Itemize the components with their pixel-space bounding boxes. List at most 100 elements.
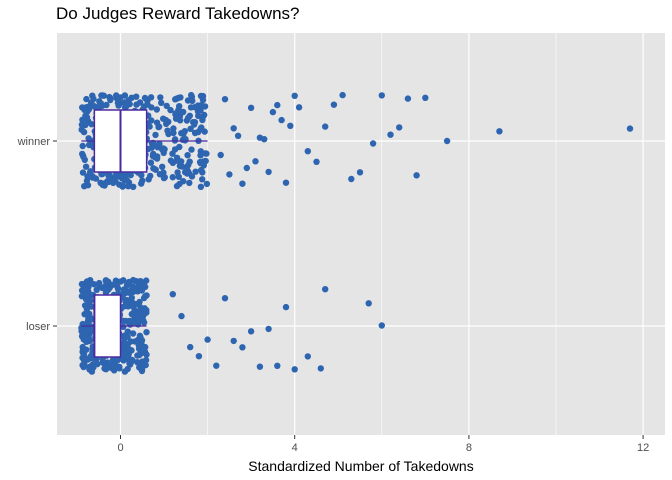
data-point (129, 302, 136, 309)
data-point (84, 182, 92, 189)
data-point (197, 92, 205, 100)
data-point (121, 104, 129, 111)
data-point (83, 95, 90, 103)
data-point (274, 362, 281, 369)
data-point (109, 356, 117, 363)
data-point (156, 140, 163, 147)
data-point (176, 117, 184, 124)
data-point (317, 365, 324, 372)
data-point (82, 163, 90, 170)
data-point (141, 348, 149, 355)
data-point (199, 176, 206, 183)
plot-panel (57, 33, 665, 435)
data-point (161, 174, 168, 181)
data-point (127, 338, 134, 345)
data-point (247, 104, 255, 112)
data-point (147, 94, 155, 101)
data-point (90, 364, 97, 371)
x-axis-title: Standardized Number of Takedowns (248, 458, 473, 474)
data-point (147, 172, 154, 180)
data-point (133, 93, 140, 100)
data-point (265, 168, 272, 176)
data-point (226, 171, 233, 178)
data-point (170, 129, 177, 137)
data-point (191, 119, 199, 126)
data-point (178, 158, 185, 165)
data-point (234, 132, 242, 139)
data-point (188, 91, 195, 99)
data-point (199, 169, 206, 176)
data-point (274, 101, 281, 109)
data-point (82, 326, 90, 334)
data-point (203, 180, 211, 188)
data-point (126, 317, 133, 325)
data-point (230, 337, 237, 345)
data-point (140, 317, 147, 324)
data-point (85, 301, 92, 308)
data-point (79, 169, 87, 176)
data-point (626, 125, 634, 132)
data-point (169, 174, 176, 181)
data-point (120, 357, 127, 364)
data-point (136, 364, 144, 371)
data-point (197, 152, 204, 159)
x-tick-label: 0 (117, 442, 123, 454)
data-point (83, 306, 91, 313)
data-point (121, 332, 129, 339)
data-point (165, 130, 172, 138)
data-point (137, 309, 144, 317)
data-point (131, 312, 138, 319)
data-point (115, 102, 122, 109)
data-point (282, 179, 290, 186)
data-point (157, 94, 164, 101)
x-tick-label: 8 (466, 442, 472, 454)
data-point (187, 343, 194, 351)
data-point (152, 131, 159, 139)
data-point (378, 322, 385, 329)
data-point (107, 94, 114, 102)
data-point (124, 288, 131, 295)
data-point (82, 112, 89, 120)
data-point (188, 146, 195, 153)
data-point (204, 336, 211, 343)
data-point (93, 286, 100, 293)
data-point (125, 278, 133, 286)
data-point (83, 279, 90, 287)
data-point (153, 155, 161, 162)
data-point (169, 291, 176, 298)
data-point (239, 344, 246, 351)
data-point (116, 173, 123, 180)
data-point (96, 279, 103, 287)
data-point (103, 101, 110, 109)
data-point (265, 325, 272, 333)
data-point (99, 92, 106, 99)
data-point (153, 119, 161, 126)
data-point (85, 117, 92, 125)
data-point (129, 330, 137, 337)
data-point (111, 367, 118, 374)
data-point (174, 169, 181, 176)
data-point (196, 158, 204, 166)
chart-title: Do Judges Reward Takedowns? (56, 4, 300, 23)
data-point (134, 338, 141, 346)
data-point (217, 151, 224, 159)
data-point (108, 362, 115, 369)
data-point (102, 365, 110, 372)
data-point (396, 124, 403, 131)
data-point (167, 106, 174, 114)
data-point (142, 356, 150, 364)
data-point (313, 158, 320, 165)
data-point (202, 157, 209, 165)
data-point (339, 91, 346, 99)
data-point (304, 353, 311, 360)
data-point (198, 102, 205, 109)
data-point (369, 140, 377, 147)
data-point (365, 300, 372, 307)
data-point (201, 128, 208, 135)
data-point (79, 343, 86, 351)
data-point (278, 116, 285, 124)
data-point (194, 128, 202, 136)
data-point (195, 353, 203, 360)
axes: 0 4 8 12 loser winner (17, 136, 650, 454)
data-point (148, 117, 155, 124)
